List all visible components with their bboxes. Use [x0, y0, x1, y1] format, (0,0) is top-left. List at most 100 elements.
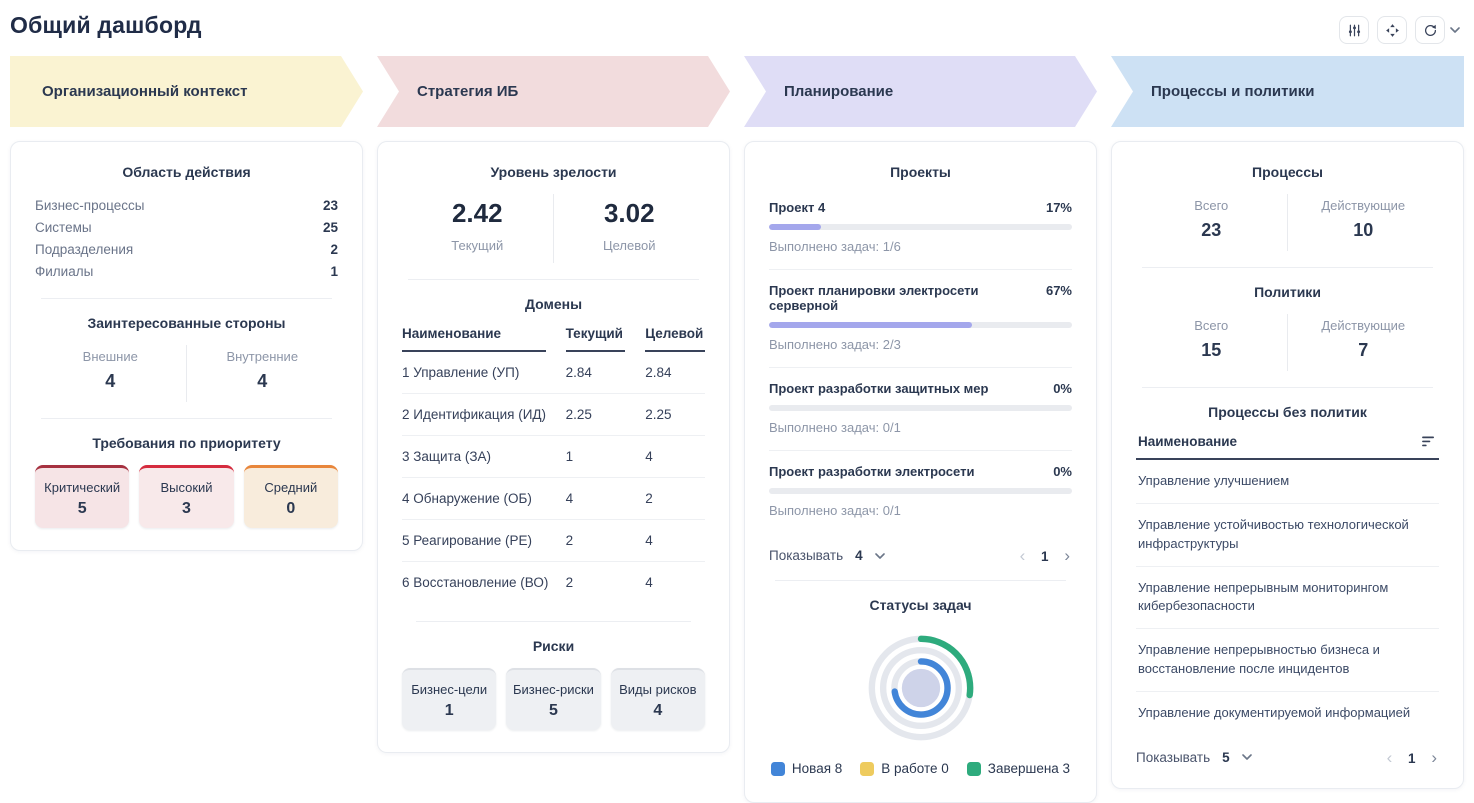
project-header: Проект 4 17% — [769, 200, 1072, 215]
process-table-header: Наименование — [1136, 434, 1439, 460]
domains-title: Домены — [524, 296, 583, 312]
legend-item: Новая 8 — [770, 761, 842, 776]
process-row[interactable]: Управление улучшением — [1136, 460, 1439, 504]
refresh-button[interactable] — [1415, 16, 1445, 44]
progress-bar — [769, 322, 1072, 328]
stat-label: Всего — [1194, 318, 1229, 333]
prev-page-button[interactable]: ‹ — [1386, 747, 1393, 767]
stat-label: Всего — [1194, 198, 1229, 213]
scope-row-label: Системы — [35, 219, 92, 235]
maturity-current: 2.42 Текущий — [402, 194, 554, 263]
processes-policies-card: Процессы Всего 23 Действующие 10 Политик… — [1111, 141, 1464, 789]
scope-row: Системы 25 — [35, 216, 338, 238]
stat-value: 15 — [1201, 340, 1222, 360]
stat-box-label: Средний — [264, 480, 318, 495]
next-page-button[interactable]: › — [1064, 546, 1070, 565]
domain-row: 6 Восстановление (ВО) 2 4 — [402, 562, 705, 604]
topbar: Общий дашборд — [0, 0, 1474, 56]
project-name: Проект разработки защитных мер — [769, 381, 989, 396]
process-list: Управление улучшением Управление устойчив… — [1136, 460, 1439, 735]
scope-row-label: Бизнес-процессы — [35, 197, 145, 213]
scope-row: Подразделения 2 — [35, 238, 338, 260]
stat-box-label: Высокий — [160, 480, 213, 495]
org-context-card: Область действия Бизнес-процессы 23 Сист… — [10, 141, 363, 551]
project-name: Проект разработки электросети — [769, 464, 975, 479]
task-status-chart-wrap — [769, 629, 1072, 747]
project-item[interactable]: Проект разработки защитных мер 0% Выполн… — [769, 368, 1072, 451]
legend-item: В работе 0 — [860, 761, 949, 776]
sort-icon — [1422, 436, 1434, 447]
divider — [41, 418, 332, 419]
risk-box: Бизнес-цели 1 — [402, 668, 497, 730]
project-name: Проект 4 — [769, 200, 826, 215]
move-button[interactable] — [1377, 16, 1407, 44]
legend-swatch — [770, 761, 785, 776]
projects-list: Проект 4 17% Выполнено задач: 1/6 Проект… — [769, 194, 1072, 533]
project-tasks-done: Выполнено задач: 0/1 — [769, 420, 901, 435]
divider — [408, 279, 699, 280]
stat-box-label: Бизнес-цели — [411, 682, 488, 697]
domain-current: 2 — [565, 575, 574, 590]
stat-box-value: 3 — [182, 500, 191, 517]
prev-page-button[interactable]: ‹ — [1019, 546, 1026, 565]
chevron-down-icon[interactable] — [1450, 27, 1460, 33]
divider — [416, 621, 691, 622]
domain-name: 4 Обнаружение (ОБ) — [402, 477, 566, 520]
project-item[interactable]: Проект 4 17% Выполнено задач: 1/6 — [769, 194, 1072, 270]
sort-button[interactable] — [1420, 434, 1437, 449]
policies-pair: Всего 15 Действующие 7 — [1136, 314, 1439, 371]
domain-name: 6 Восстановление (ВО) — [402, 575, 549, 590]
policies-active: Действующие 7 — [1288, 314, 1440, 371]
process-row[interactable]: Управление документируемой информацией — [1138, 704, 1411, 720]
scope-row: Филиалы 1 — [35, 260, 338, 282]
domain-name: 1 Управление (УП) — [402, 352, 566, 394]
processes-pair: Всего 23 Действующие 10 — [1136, 194, 1439, 251]
stat-value: 23 — [1201, 220, 1222, 240]
filters-button[interactable] — [1339, 16, 1369, 44]
project-tasks-done: Выполнено задач: 2/3 — [769, 337, 901, 352]
stage-planning[interactable]: Планирование — [744, 56, 1097, 127]
process-row[interactable]: Управление непрерывностью бизнеса и восс… — [1136, 629, 1439, 692]
page-size-value: 5 — [1222, 749, 1230, 765]
process-row[interactable]: Управление устойчивостью технологической… — [1136, 504, 1439, 567]
domain-name: 5 Реагирование (РЕ) — [402, 519, 566, 562]
progress-bar — [769, 488, 1072, 494]
page-size-select[interactable]: Показывать 5 — [1136, 750, 1252, 765]
risks-title: Риски — [532, 638, 575, 654]
domains-table: Наименование Текущий Целевой 1 Управлени… — [402, 326, 705, 603]
no-policy-title: Процессы без политик — [1208, 404, 1367, 420]
domain-target: 2 — [645, 477, 705, 520]
stat-box-value: 0 — [286, 500, 296, 517]
page-size-select[interactable]: Показывать 4 — [769, 548, 885, 563]
stage-ib-strategy[interactable]: Стратегия ИБ — [377, 56, 730, 127]
next-page-button[interactable]: › — [1431, 747, 1437, 767]
legend-swatch — [966, 761, 981, 776]
project-percent: 0% — [1053, 381, 1072, 396]
priority-box: Средний 0 — [243, 465, 338, 528]
legend-label: Завершена 3 — [987, 761, 1071, 776]
page-size-label: Показывать — [769, 548, 844, 563]
maturity-target: 3.02 Целевой — [554, 194, 706, 263]
process-row[interactable]: Управление непрерывным мониторингом кибе… — [1136, 567, 1439, 630]
scope-list: Бизнес-процессы 23 Системы 25 Подразделе… — [35, 194, 338, 282]
risk-box: Виды рисков 4 — [610, 668, 705, 730]
scope-row-value: 23 — [322, 197, 338, 213]
legend-swatch — [860, 761, 875, 776]
risk-boxes: Бизнес-цели 1 Бизнес-риски 5 Виды рисков… — [402, 668, 705, 730]
stat-box-value: 5 — [77, 500, 87, 517]
stat-label: Целевой — [603, 238, 656, 253]
domain-row: 1 Управление (УП) 2.84 2.84 — [402, 352, 705, 394]
stat-box-value: 4 — [653, 702, 663, 719]
stage-label: Процессы и политики — [1151, 83, 1315, 100]
stat-value: 4 — [257, 371, 268, 391]
project-item[interactable]: Проект разработки электросети 0% Выполне… — [769, 451, 1072, 533]
stage-processes-policies[interactable]: Процессы и политики — [1111, 56, 1464, 127]
domain-row: 5 Реагирование (РЕ) 2 4 — [402, 519, 705, 562]
project-item[interactable]: Проект планировки электросети серверной … — [769, 270, 1072, 368]
scope-row-value: 1 — [330, 263, 338, 279]
stage-org-context[interactable]: Организационный контекст — [10, 56, 363, 127]
domain-current: 1 — [565, 435, 646, 478]
domains-header-row: Наименование Текущий Целевой — [402, 326, 705, 352]
divider — [1142, 267, 1433, 268]
